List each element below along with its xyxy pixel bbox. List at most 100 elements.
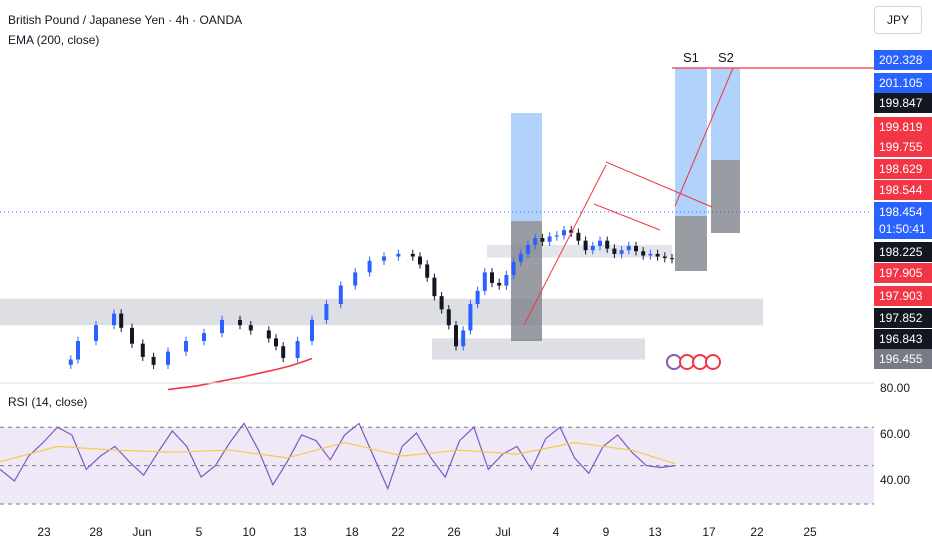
price-label: 201.105 [879, 76, 923, 90]
candle-body [446, 309, 451, 326]
candle-body [454, 325, 458, 347]
annotation-s2: S2 [718, 50, 734, 65]
candle-body [562, 230, 566, 236]
price-label-bg [874, 242, 932, 262]
rsi-axis-label: 60.00 [880, 427, 910, 441]
candle-body [151, 356, 156, 365]
price-label: 196.843 [879, 332, 923, 346]
candle-body [468, 304, 473, 331]
candle-body [324, 304, 329, 320]
price-label-bg [874, 159, 932, 179]
long-position-stop-box [511, 221, 542, 341]
projection-line [674, 67, 734, 207]
x-tick-label: 22 [750, 525, 764, 539]
event-icon [679, 354, 695, 370]
candle-body [266, 330, 271, 339]
candle-body [482, 272, 487, 291]
candle-body [497, 282, 502, 286]
support-zone-2 [432, 338, 645, 360]
candle-body [274, 338, 278, 347]
x-tick-label: 18 [345, 525, 359, 539]
price-label-bg [874, 93, 932, 113]
candle-body [554, 235, 559, 237]
event-icon [705, 354, 721, 370]
candle-body [94, 325, 98, 342]
candle-body [119, 313, 124, 328]
x-tick-label: 13 [648, 525, 662, 539]
price-label: 197.905 [879, 266, 923, 280]
candle-body [295, 341, 300, 358]
price-label-bg [874, 308, 932, 328]
price-label: 198.629 [879, 162, 923, 176]
candle-body [461, 330, 466, 347]
position-s2-target-box [711, 68, 740, 160]
trend-line-up [523, 164, 607, 326]
candle-body [367, 260, 372, 273]
price-label-bg [874, 286, 932, 306]
rsi-axis-label: 80.00 [880, 381, 910, 395]
ema-line [167, 357, 313, 391]
rsi-axis-label: 40.00 [880, 473, 910, 487]
x-tick-label: 25 [803, 525, 817, 539]
candle-body [202, 333, 206, 342]
price-label: 196.455 [879, 352, 923, 366]
x-tick-label: 4 [553, 525, 560, 539]
candle-body [583, 240, 588, 251]
rsi-indicator-label[interactable]: RSI (14, close) [8, 395, 88, 409]
candle-body [166, 351, 170, 365]
event-icon [666, 354, 682, 370]
candle-body [140, 343, 145, 357]
candle-body [626, 245, 631, 251]
candle-body [662, 256, 667, 259]
x-tick-label: Jul [495, 525, 510, 539]
x-tick-label: 9 [603, 525, 610, 539]
candle-body [670, 258, 674, 260]
candle-body [410, 253, 415, 257]
price-label-bg [874, 73, 932, 93]
candle-body [112, 313, 116, 326]
annotation-s1: S1 [683, 50, 699, 65]
price-label-bg [874, 137, 932, 157]
candle-body [605, 240, 610, 249]
position-s1-stop-box [675, 216, 707, 271]
candle-body [504, 275, 509, 286]
candle-body [598, 240, 602, 246]
candle-body [612, 248, 617, 254]
candle-body [238, 319, 242, 326]
rsi-ma-line [0, 441, 676, 465]
event-icon [692, 354, 708, 370]
x-tick-label: 13 [293, 525, 307, 539]
ema-indicator-label[interactable]: EMA (200, close) [8, 33, 100, 47]
price-label: 198.225 [879, 245, 923, 259]
currency-button[interactable]: JPY [874, 6, 922, 34]
candle-body [576, 232, 581, 241]
price-label-bg [874, 202, 932, 222]
price-label: 198.544 [879, 183, 923, 197]
price-label-bg [874, 349, 932, 369]
candle-body [184, 341, 188, 352]
candle-body [540, 238, 545, 242]
candle-body [310, 319, 314, 342]
candle-body [281, 346, 286, 358]
candle-body [248, 325, 253, 331]
candle-body [396, 253, 401, 257]
x-tick-label: Jun [132, 525, 151, 539]
x-tick-label: 10 [242, 525, 256, 539]
candle-body [68, 359, 73, 365]
candle-body [526, 244, 530, 254]
candle-body [130, 327, 134, 344]
candle-body [432, 277, 437, 297]
candle-body [439, 296, 444, 310]
price-label: 197.903 [879, 289, 923, 303]
candle-body [590, 245, 595, 251]
position-s2-stop-box [711, 160, 740, 233]
x-tick-label: 5 [196, 525, 203, 539]
price-label-bg [874, 329, 932, 349]
candle-body [641, 251, 646, 256]
x-tick-label: 26 [447, 525, 461, 539]
candle-body [338, 285, 343, 305]
rsi-line [0, 422, 676, 491]
x-tick-label: 22 [391, 525, 405, 539]
